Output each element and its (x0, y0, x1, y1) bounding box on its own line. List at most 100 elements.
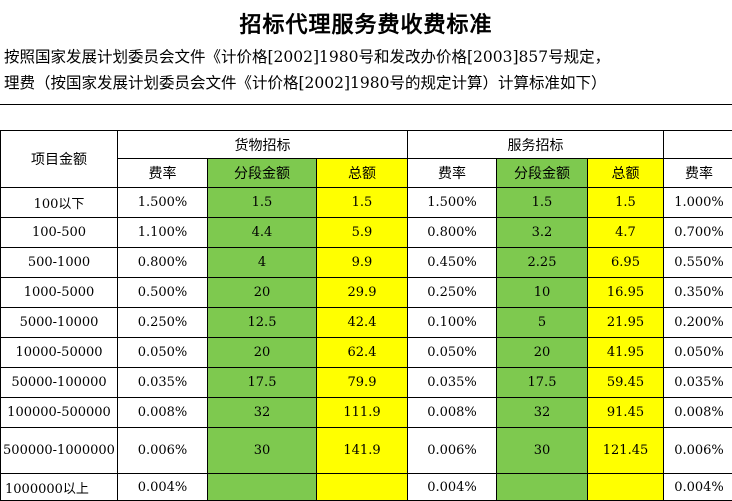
goods-segment-cell: 17.5 (208, 368, 317, 398)
service-group-header: 服务招标 (408, 131, 664, 159)
service-total-cell: 121.45 (588, 428, 664, 474)
goods-total-cell: 5.9 (317, 218, 408, 248)
range-cell: 50000-100000 (1, 368, 118, 398)
service-total-cell: 16.95 (588, 278, 664, 308)
extra-rate-cell: 0.200% (664, 308, 732, 338)
goods-rate-cell: 1.500% (118, 188, 208, 218)
goods-segment-cell: 12.5 (208, 308, 317, 338)
goods-segment-cell: 4 (208, 248, 317, 278)
service-total-cell: 41.95 (588, 338, 664, 368)
service-total-cell: 91.45 (588, 398, 664, 428)
service-total-header: 总额 (588, 159, 664, 188)
service-total-cell: 21.95 (588, 308, 664, 338)
note-line-2: 理费（按国家发展计划委员会文件《计价格[2002]1980号的规定计算）计算标准… (0, 70, 732, 96)
goods-segment-header: 分段金额 (208, 159, 317, 188)
service-total-cell: 1.5 (588, 188, 664, 218)
item-amount-header: 项目金额 (1, 131, 118, 188)
goods-total-cell: 62.4 (317, 338, 408, 368)
range-cell: 100000-500000 (1, 398, 118, 428)
fee-table: 项目金额 货物招标 服务招标 费率 分段金额 总额 费率 分段金额 总额 费率 … (0, 130, 732, 501)
goods-segment-cell (208, 474, 317, 501)
service-rate-cell: 0.450% (408, 248, 497, 278)
service-total-cell (588, 474, 664, 501)
goods-rate-cell: 0.500% (118, 278, 208, 308)
goods-rate-cell: 0.006% (118, 428, 208, 474)
extra-rate-cell: 0.050% (664, 338, 732, 368)
service-total-cell: 59.45 (588, 368, 664, 398)
goods-segment-cell: 4.4 (208, 218, 317, 248)
service-segment-cell: 2.25 (497, 248, 588, 278)
service-segment-cell: 1.5 (497, 188, 588, 218)
goods-total-cell: 141.9 (317, 428, 408, 474)
service-segment-cell (497, 474, 588, 501)
goods-rate-cell: 0.004% (118, 474, 208, 501)
service-rate-cell: 0.004% (408, 474, 497, 501)
service-segment-cell: 32 (497, 398, 588, 428)
range-cell: 1000000以上 (1, 474, 118, 501)
service-rate-cell: 0.035% (408, 368, 497, 398)
service-segment-cell: 5 (497, 308, 588, 338)
range-cell: 1000-5000 (1, 278, 118, 308)
goods-segment-cell: 20 (208, 278, 317, 308)
extra-rate-cell: 0.004% (664, 474, 732, 501)
goods-total-cell: 9.9 (317, 248, 408, 278)
goods-total-cell: 42.4 (317, 308, 408, 338)
range-cell: 500-1000 (1, 248, 118, 278)
service-rate-cell: 0.100% (408, 308, 497, 338)
goods-rate-cell: 1.100% (118, 218, 208, 248)
service-segment-cell: 3.2 (497, 218, 588, 248)
goods-total-cell (317, 474, 408, 501)
extra-group-header (664, 131, 732, 159)
goods-rate-header: 费率 (118, 159, 208, 188)
goods-segment-cell: 32 (208, 398, 317, 428)
service-total-cell: 6.95 (588, 248, 664, 278)
service-rate-header: 费率 (408, 159, 497, 188)
goods-segment-cell: 1.5 (208, 188, 317, 218)
goods-total-cell: 111.9 (317, 398, 408, 428)
service-segment-header: 分段金额 (497, 159, 588, 188)
service-rate-cell: 0.250% (408, 278, 497, 308)
range-cell: 5000-10000 (1, 308, 118, 338)
goods-group-header: 货物招标 (118, 131, 408, 159)
goods-total-header: 总额 (317, 159, 408, 188)
extra-rate-cell: 0.006% (664, 428, 732, 474)
extra-rate-cell: 0.008% (664, 398, 732, 428)
goods-total-cell: 1.5 (317, 188, 408, 218)
goods-rate-cell: 0.035% (118, 368, 208, 398)
goods-rate-cell: 0.008% (118, 398, 208, 428)
extra-rate-cell: 1.000% (664, 188, 732, 218)
note-line-1: 按照国家发展计划委员会文件《计价格[2002]1980号和发改办价格[2003]… (0, 44, 732, 70)
goods-segment-cell: 30 (208, 428, 317, 474)
service-segment-cell: 20 (497, 338, 588, 368)
service-segment-cell: 30 (497, 428, 588, 474)
sheet-title: 招标代理服务费收费标准 (0, 0, 732, 46)
extra-rate-cell: 0.700% (664, 218, 732, 248)
extra-rate-cell: 0.035% (664, 368, 732, 398)
goods-rate-cell: 0.250% (118, 308, 208, 338)
service-rate-cell: 0.800% (408, 218, 497, 248)
extra-rate-cell: 0.550% (664, 248, 732, 278)
service-rate-cell: 0.050% (408, 338, 497, 368)
goods-total-cell: 29.9 (317, 278, 408, 308)
service-segment-cell: 17.5 (497, 368, 588, 398)
range-cell: 10000-50000 (1, 338, 118, 368)
goods-segment-cell: 20 (208, 338, 317, 368)
goods-total-cell: 79.9 (317, 368, 408, 398)
extra-rate-header: 费率 (664, 159, 732, 188)
service-segment-cell: 10 (497, 278, 588, 308)
goods-rate-cell: 0.800% (118, 248, 208, 278)
service-rate-cell: 0.008% (408, 398, 497, 428)
service-rate-cell: 1.500% (408, 188, 497, 218)
row-divider (0, 104, 732, 105)
